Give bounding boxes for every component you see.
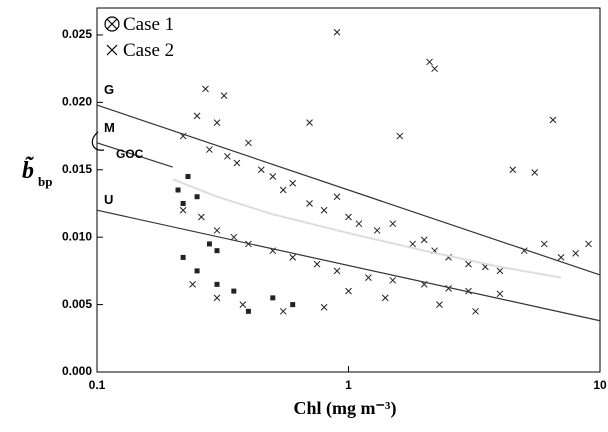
case2-point [420,236,428,244]
case2-point [189,281,196,288]
case2-point [333,193,341,201]
case2-point [381,294,389,302]
case2-point [202,85,209,93]
case2-point [257,166,265,174]
case1-point [231,288,237,294]
case2-point [531,169,539,176]
line-label: U [104,192,113,207]
case2-point [269,173,277,180]
case2-point [373,227,381,234]
case2-point [320,303,328,311]
case1-point [194,268,200,274]
case2-point [239,301,247,308]
case1-point [214,281,220,287]
case2-point [472,307,479,315]
case2-point [213,227,221,234]
line-label: M [104,120,115,135]
case2-point [213,294,221,302]
case2-point [585,240,592,248]
case2-point [557,254,565,261]
case1-point [206,241,212,247]
case2-point [465,287,472,295]
case2-point [426,58,433,66]
reference-line [96,142,173,168]
y-axis-label-subscript: bp [38,174,52,189]
case2-point [496,290,504,298]
case2-point [279,186,287,194]
case1-point [185,174,191,180]
case2-point [333,267,341,275]
case1-point [290,302,296,308]
legend-marker [106,44,118,56]
case2-point [206,146,213,153]
legend-label: Case 2 [123,40,174,61]
legend-marker [106,18,118,30]
case1-point [270,295,276,301]
case2-point [179,206,187,214]
case2-point [549,116,557,124]
case2-point [396,132,404,140]
reference-line [96,209,601,322]
case2-point [230,233,238,241]
x-tick-label: 1 [345,378,352,392]
y-tick-label: 0.010 [62,229,92,243]
case2-point [224,152,231,160]
case2-point [213,119,221,126]
y-tick-label: 0.015 [62,162,92,176]
case2-point [445,285,452,292]
legend-marker [104,16,120,32]
case2-point [333,28,341,36]
case2-point [193,112,201,120]
case2-point [496,267,504,275]
case1-point [180,254,186,260]
y-tick-label: 0.005 [62,297,92,311]
case2-point [436,301,443,308]
x-tick-label: 10 [593,378,607,392]
case2-point [313,260,321,268]
x-axis-label: Chl (mg m⁻³) [294,398,397,419]
case2-point [389,220,397,228]
case2-point [355,220,363,228]
case2-point [389,276,397,284]
case2-point [198,213,205,221]
case2-point [509,166,517,174]
case2-point [279,307,287,315]
legend-label: Case 1 [123,14,174,35]
case2-point [345,287,352,295]
case2-point [431,65,438,73]
case2-point [409,240,417,248]
case2-point [245,139,252,147]
case2-point [465,260,472,268]
case2-point [306,119,313,126]
y-axis-label: b̃ [22,158,34,184]
case2-point [365,274,372,281]
case1-point [175,187,181,193]
case2-point [306,200,313,207]
case2-point [540,240,548,248]
case2-point [289,254,297,261]
goc-arrow [91,131,105,151]
case1-point [194,194,200,200]
line-label: G [104,82,114,97]
reference-line [96,104,601,276]
y-tick-label: 0.000 [62,364,92,378]
case1-point [245,308,251,314]
case2-point [572,250,579,257]
case1-point [214,248,220,254]
case2-point [345,213,352,221]
y-tick-label: 0.020 [62,95,92,109]
line-label: GOC [116,147,144,161]
case2-point [220,92,228,99]
x-tick-label: 0.1 [89,378,106,392]
case2-point [289,179,297,187]
case1-point [180,200,186,206]
case2-point [233,159,241,167]
reference-line [172,178,562,279]
case2-point [320,206,328,214]
y-tick-label: 0.025 [62,27,92,41]
